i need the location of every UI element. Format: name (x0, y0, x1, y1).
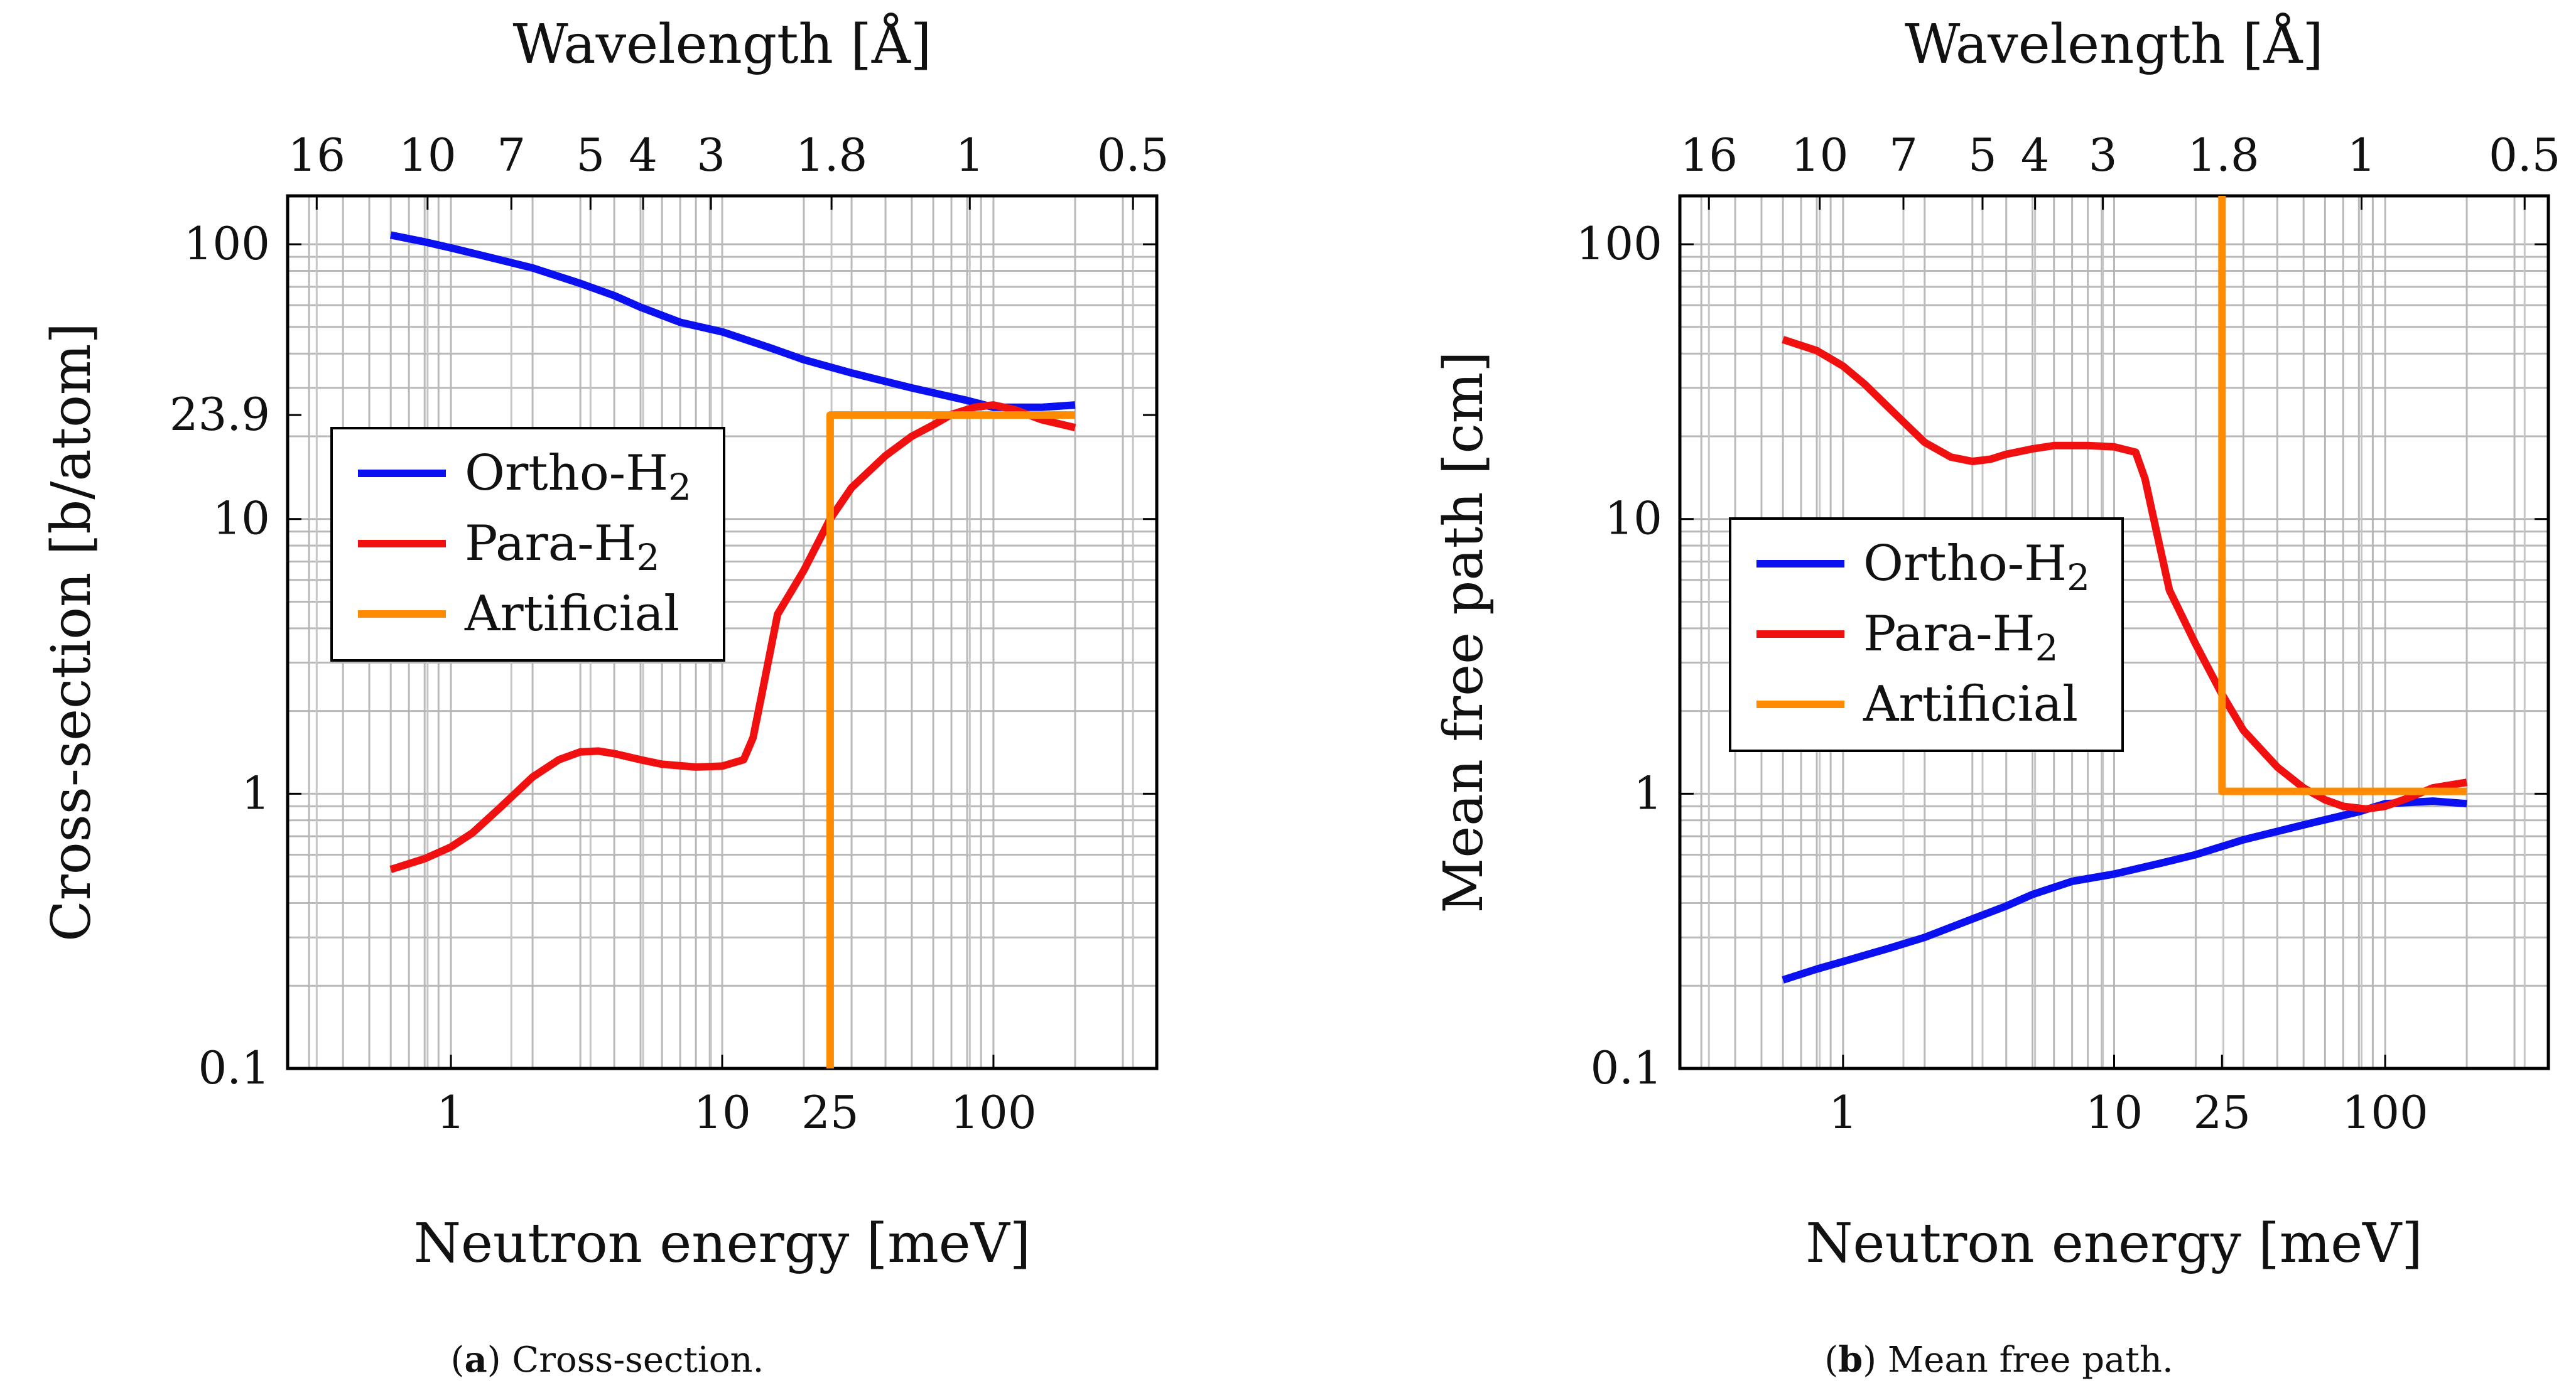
legend: Ortho-H2 Para-H2 Artificial (330, 427, 725, 662)
x-tick-label: 10 (693, 1086, 751, 1139)
wavelength-tick-label: 10 (399, 129, 457, 181)
para-h2-line (1782, 336, 2468, 813)
chart-panel-a: 1 10 25 100 0.1 1 10 23.9 100 16 10 7 5 4 3 1.8 1 0.5 Wave… (40, 13, 1169, 1380)
wavelength-tick-label: 5 (1968, 129, 1997, 181)
series-group (1782, 196, 2468, 984)
y-tick-label: 1 (241, 767, 270, 819)
caption-text: Mean free path. (1876, 1340, 2173, 1380)
y-tick-label: 0.1 (198, 1041, 270, 1094)
legend-label: Artificial (464, 586, 679, 642)
legend: Ortho-H2 Para-H2 Artificial (1729, 517, 2124, 752)
y-axis-title: Cross-section [b/atom] (40, 323, 103, 942)
y-tick-label: 100 (1576, 217, 1662, 270)
wavelength-tick-label: 7 (1889, 129, 1918, 181)
wavelength-tick-label: 4 (629, 129, 658, 181)
wavelength-tick-label: 4 (2021, 129, 2050, 181)
y-axis-title: Mean free path [cm] (1432, 351, 1495, 913)
y-tick-label: 23.9 (170, 388, 270, 441)
y-tick-label: 10 (212, 492, 270, 545)
wavelength-tick-label: 16 (1680, 129, 1738, 181)
y-tick-label: 1 (1633, 767, 1662, 819)
wavelength-tick-label: 0.5 (2489, 129, 2561, 181)
series-group (389, 231, 1076, 1068)
x-tick-label: 10 (2086, 1086, 2143, 1139)
wavelength-tick-label: 0.5 (1097, 129, 1169, 181)
x-axis-title: Neutron energy [meV] (1805, 1212, 2423, 1275)
x-tick-label: 25 (801, 1086, 859, 1139)
x-tick-label: 100 (950, 1086, 1036, 1139)
legend-label: Ortho-H2 (1863, 535, 2090, 599)
x-tick-label: 25 (2193, 1086, 2251, 1139)
wavelength-tick-label: 1 (955, 129, 984, 181)
artificial-line (2218, 196, 2467, 795)
wavelength-tick-label: 1.8 (796, 129, 868, 181)
wavelength-tick-label: 5 (576, 129, 605, 181)
legend-label: Para-H2 (465, 515, 660, 579)
caption-text: Cross-section. (501, 1340, 764, 1380)
x-tick-label: 1 (436, 1086, 465, 1139)
legend-label: Artificial (1863, 676, 2078, 733)
figure-caption: (a) Cross-section. (451, 1339, 764, 1380)
figure-caption: (b) Mean free path. (1824, 1339, 2173, 1380)
wavelength-tick-label: 3 (2089, 129, 2118, 181)
wavelength-tick-label: 7 (497, 129, 526, 181)
y-tick-label: 100 (184, 217, 270, 270)
caption-letter: b (1838, 1339, 1863, 1380)
x-tick-label: 1 (1829, 1086, 1858, 1139)
wavelength-tick-label: 1 (2347, 129, 2376, 181)
top-axis-title: Wavelength [Å] (1905, 13, 2324, 76)
chart-panel-b: 1 10 25 100 0.1 1 10 100 16 10 7 5 4 3 1.8 1 0.5 Waveleng… (1432, 13, 2560, 1380)
grid (288, 196, 1157, 1068)
wavelength-tick-label: 10 (1791, 129, 1849, 181)
wavelength-tick-label: 1.8 (2187, 129, 2259, 181)
x-axis-title: Neutron energy [meV] (414, 1212, 1031, 1275)
x-tick-label: 100 (2342, 1086, 2428, 1139)
caption-letter: a (464, 1339, 487, 1380)
legend-label: Para-H2 (1863, 606, 2059, 669)
artificial-line (826, 411, 1075, 1068)
legend-label: Ortho-H2 (465, 445, 691, 508)
wavelength-tick-label: 16 (288, 129, 345, 181)
top-axis-title: Wavelength [Å] (512, 13, 931, 76)
y-tick-label: 10 (1605, 492, 1662, 545)
ortho-h2-line (1782, 797, 2467, 984)
y-tick-label: 0.1 (1590, 1041, 1662, 1094)
wavelength-tick-label: 3 (696, 129, 725, 181)
ortho-h2-line (390, 231, 1076, 411)
